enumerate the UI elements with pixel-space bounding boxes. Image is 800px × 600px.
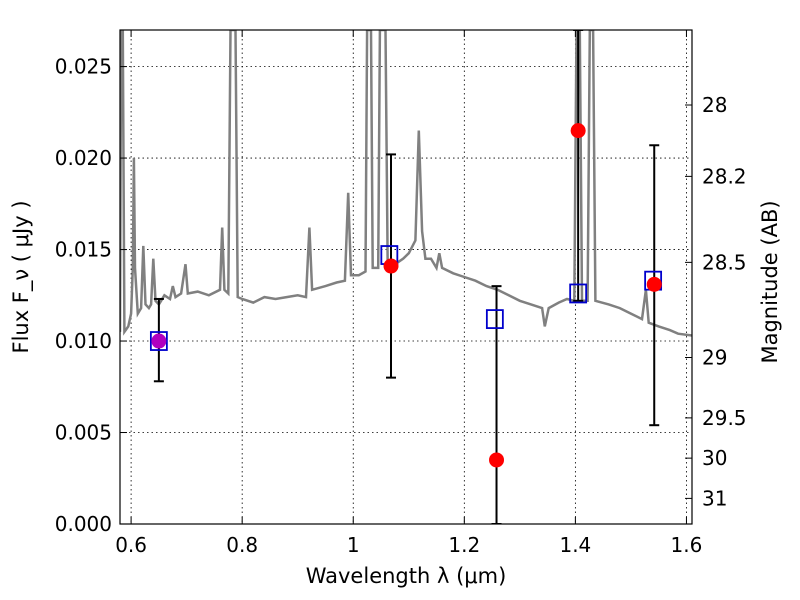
y-tick-label: 0.010: [55, 329, 112, 353]
right-tick-label: 31: [702, 486, 727, 510]
right-tick-label: 30: [702, 446, 727, 470]
observed-point: [383, 258, 399, 274]
x-tick-label: 0.6: [115, 533, 147, 557]
x-tick-label: 0.8: [226, 533, 258, 557]
x-tick-label: 1.4: [559, 533, 591, 557]
y-axis-label: Flux F_ν ( μJy ): [9, 200, 34, 353]
observed-point: [646, 276, 662, 292]
model-photometry-square: [569, 283, 588, 304]
y-tick-label: 0.025: [55, 55, 112, 79]
x-tick-label: 1.2: [448, 533, 480, 557]
x-axis-ticks: 0.6 0.8 1 1.2 1.4 1.6: [115, 30, 702, 557]
model-photometry-square: [485, 309, 504, 329]
right-axis-label: Magnitude (AB): [758, 200, 782, 363]
right-tick-label: 28.5: [702, 250, 747, 274]
observed-point: [489, 452, 505, 468]
x-tick-label: 1.6: [671, 533, 703, 557]
y-tick-label: 0.000: [55, 512, 112, 536]
y-tick-label: 0.020: [55, 146, 112, 170]
observed-point: [570, 123, 586, 139]
model-photometry-square: [149, 331, 168, 351]
model-spectrum-line: [120, 30, 692, 337]
right-tick-label: 28.2: [702, 164, 747, 188]
x-axis-label: Wavelength λ (μm): [306, 564, 507, 588]
plot-frame: [119, 29, 693, 525]
right-axis-ticks: 28 28.2 28.5 29 29.5 30 31: [685, 93, 747, 510]
right-tick-label: 28: [702, 93, 727, 117]
y-tick-label: 0.015: [55, 238, 112, 262]
y-tick-label: 0.005: [55, 421, 112, 445]
observed-photometry-markers: [151, 123, 662, 468]
observed-point: [151, 333, 167, 349]
plot-area: [120, 30, 692, 524]
right-tick-label: 29: [702, 346, 727, 370]
y-axis-ticks: 0.000 0.005 0.010 0.015 0.020 0.025: [55, 55, 127, 536]
grid: [120, 30, 692, 525]
right-tick-label: 29.5: [702, 406, 747, 430]
x-tick-label: 1: [347, 533, 360, 557]
